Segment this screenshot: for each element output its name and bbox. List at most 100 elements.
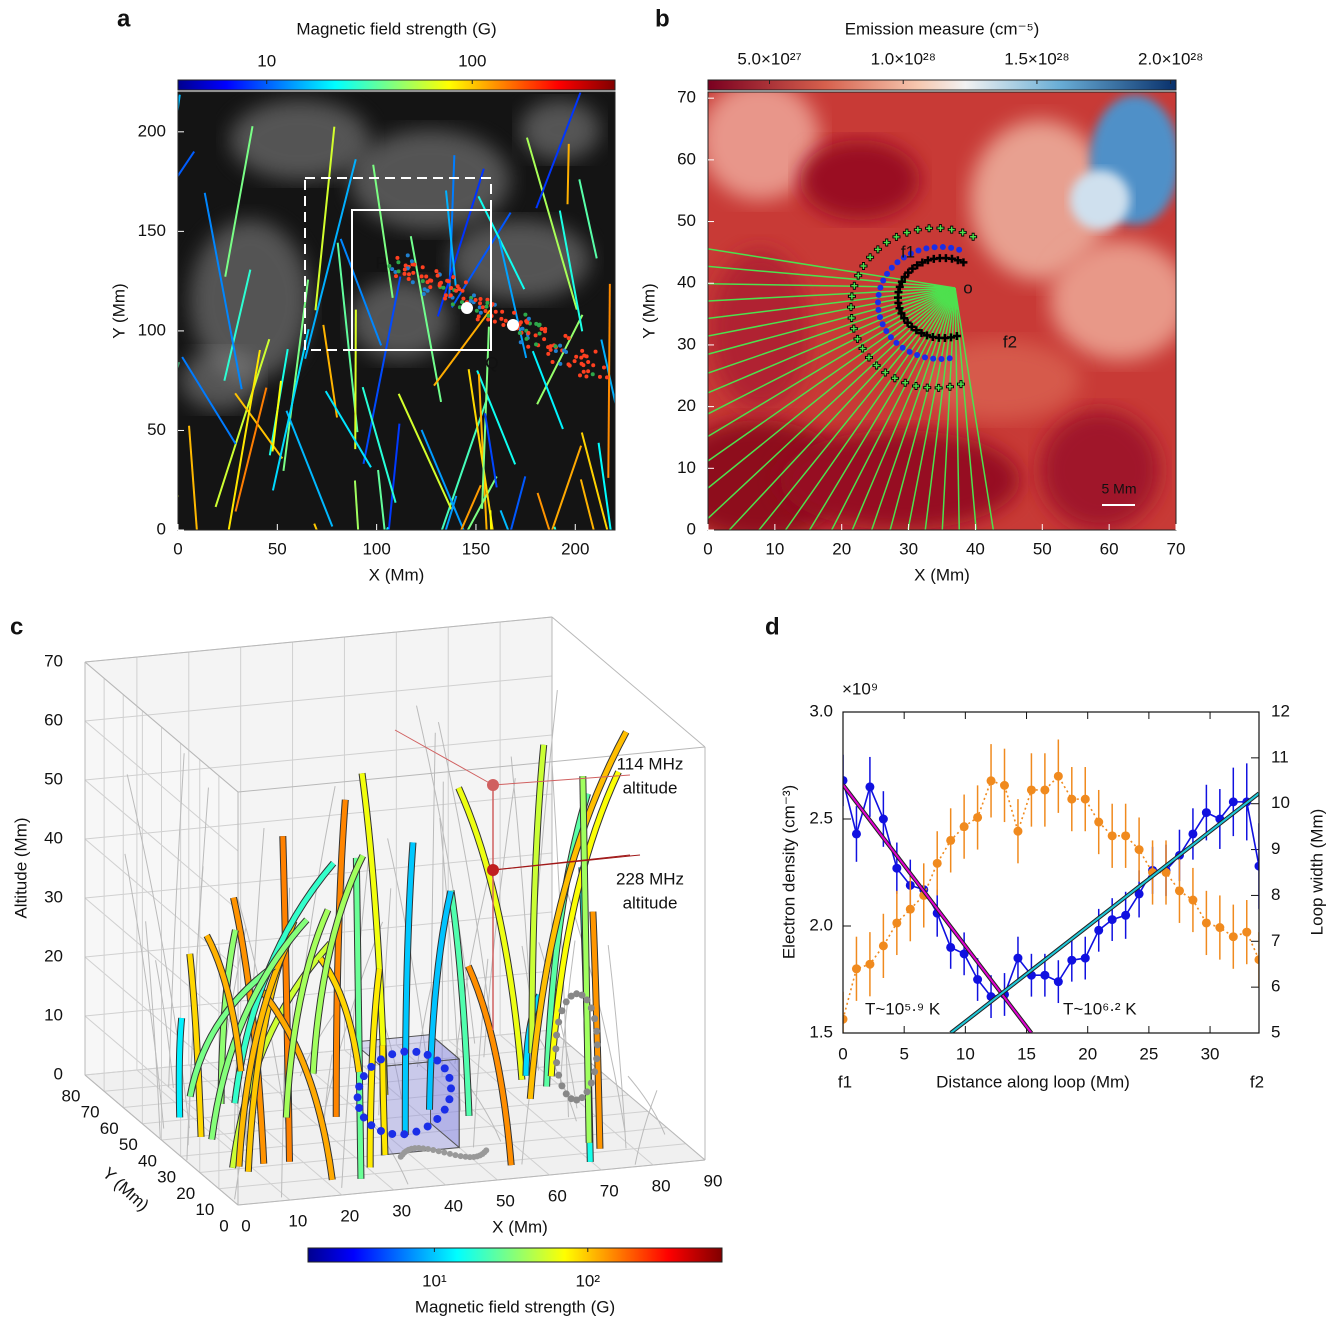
y-tick-label: 0 xyxy=(687,519,696,538)
source-dot xyxy=(476,314,481,319)
grid-line xyxy=(84,779,239,911)
annotation: 228 MHz xyxy=(616,869,684,888)
ray xyxy=(708,287,956,489)
bright-region xyxy=(450,220,590,300)
x-tick-label: 0 xyxy=(703,539,712,558)
cross xyxy=(893,233,900,240)
source-dot xyxy=(558,361,563,366)
loop-dot xyxy=(593,1041,601,1049)
colorbar-tick-label: 10¹ xyxy=(422,1271,447,1290)
cross xyxy=(859,345,866,352)
field-tube xyxy=(283,908,331,1118)
cross xyxy=(953,256,962,265)
solid-box xyxy=(351,209,492,351)
data-point xyxy=(865,782,875,792)
data-point xyxy=(959,822,969,832)
source-dot xyxy=(468,298,473,303)
loop-dot xyxy=(591,1068,599,1076)
data-point xyxy=(1188,895,1198,905)
source-dot xyxy=(402,271,407,276)
data-point xyxy=(1107,831,1117,841)
data-point xyxy=(1188,829,1198,839)
data-point xyxy=(1107,915,1117,925)
annotation: altitude xyxy=(623,778,678,797)
data-point xyxy=(1121,831,1131,841)
cross xyxy=(895,282,904,291)
source-dot xyxy=(406,272,411,277)
colorbar-tick-label: 10 xyxy=(257,51,276,70)
field-tube xyxy=(367,968,382,1168)
y-tick-label: 3.0 xyxy=(809,701,833,720)
background-field-line xyxy=(145,921,161,1139)
field-line xyxy=(397,393,453,510)
data-point xyxy=(1134,889,1144,899)
source-dot xyxy=(586,369,591,374)
grid-line xyxy=(218,1143,686,1190)
x-tick-label: 10 xyxy=(288,1211,307,1230)
field-line xyxy=(460,484,482,530)
source-dot xyxy=(485,300,490,305)
source-dot xyxy=(553,348,558,353)
colorbar-tick-label: 1.0×10²⁸ xyxy=(871,49,936,68)
source-dot xyxy=(553,344,558,349)
y-tick-label: 80 xyxy=(62,1086,81,1105)
source-dot xyxy=(425,288,430,293)
x-tick-label: 200 xyxy=(561,539,589,558)
cross xyxy=(855,272,862,279)
source-dot xyxy=(448,293,453,298)
y2-tick-label: 10 xyxy=(1271,793,1290,812)
loop-dot xyxy=(893,339,900,346)
data-point xyxy=(959,949,969,959)
annotation: Q xyxy=(485,353,498,372)
x-tick-label: 0 xyxy=(838,1044,847,1063)
background-field-line xyxy=(416,705,476,1044)
em-image xyxy=(708,92,1176,530)
colorbar-title: Emission measure (cm⁻⁵) xyxy=(845,19,1040,38)
y-axis-label: Y (Mm) xyxy=(109,283,128,338)
source-dot xyxy=(591,363,596,368)
y-tick-label: 70 xyxy=(677,88,696,107)
field-tube xyxy=(466,965,514,1166)
background-field-line xyxy=(551,765,569,1118)
source-dot xyxy=(577,373,582,378)
data-point xyxy=(1040,970,1050,980)
annotation-leader xyxy=(492,774,631,786)
cross xyxy=(904,268,913,277)
loop-dot xyxy=(400,1047,409,1056)
series-line xyxy=(843,780,1259,998)
field-line xyxy=(282,279,310,472)
y2-tick-label: 8 xyxy=(1271,885,1280,904)
field-tube xyxy=(544,792,590,1087)
y-tick-label: 70 xyxy=(81,1103,100,1122)
source-dot xyxy=(419,274,424,279)
field-tube xyxy=(204,934,244,1072)
loop-dot xyxy=(877,284,884,291)
loop-dot xyxy=(894,259,901,266)
ray xyxy=(851,287,956,530)
loop-dot xyxy=(587,1079,595,1087)
box-edge xyxy=(237,746,706,793)
z-tick-label: 70 xyxy=(44,651,63,670)
cross xyxy=(926,225,933,232)
source-dot xyxy=(581,369,586,374)
cross xyxy=(970,233,977,240)
loop-dot xyxy=(558,1007,566,1015)
data-point xyxy=(851,829,861,839)
colorbar-tick-label: 1.5×10²⁸ xyxy=(1004,49,1069,68)
data-point xyxy=(1067,794,1077,804)
source-dot xyxy=(393,274,398,279)
grid-line xyxy=(84,675,553,722)
x-tick-label: 40 xyxy=(444,1196,463,1215)
source-dot xyxy=(420,279,425,284)
x-axis-label: Distance along loop (Mm) xyxy=(936,1072,1130,1091)
colorbar-tick-label: 2.0×10²⁸ xyxy=(1138,49,1203,68)
field-line xyxy=(354,309,357,450)
source-dot xyxy=(493,309,498,314)
source-dot xyxy=(579,361,584,366)
cross xyxy=(959,258,968,267)
data-point xyxy=(892,918,902,928)
loop-dot xyxy=(555,1018,563,1026)
field-line xyxy=(433,309,491,387)
y2-tick-label: 7 xyxy=(1271,931,1280,950)
intensity-region xyxy=(780,430,1020,530)
